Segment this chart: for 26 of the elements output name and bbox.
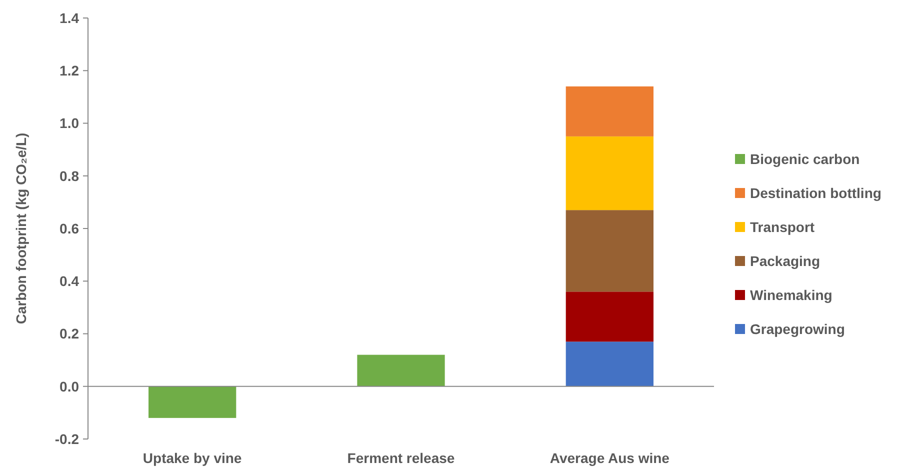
legend-label: Packaging bbox=[750, 252, 820, 269]
legend-label: Grapegrowing bbox=[750, 320, 845, 337]
bar bbox=[566, 342, 654, 386]
y-tick-label: 0.8 bbox=[60, 168, 80, 184]
y-tick-label: 0.4 bbox=[60, 273, 80, 290]
bar bbox=[148, 386, 236, 418]
bar bbox=[566, 86, 654, 136]
legend-label: Destination bottling bbox=[750, 184, 882, 201]
bar bbox=[566, 210, 654, 292]
bar bbox=[357, 354, 445, 386]
legend-label: Winemaking bbox=[750, 286, 832, 303]
x-tick-label: Ferment release bbox=[347, 450, 455, 466]
y-tick-label: 1.2 bbox=[60, 62, 80, 79]
y-tick-label: 0.6 bbox=[60, 220, 80, 236]
y-tick-label: 1.4 bbox=[60, 10, 80, 26]
bar bbox=[566, 136, 654, 210]
bar bbox=[566, 292, 654, 342]
y-tick-label: 1.0 bbox=[60, 115, 80, 132]
y-axis-title: Carbon footprint (kg CO₂e/L) bbox=[13, 132, 29, 324]
legend-label: Transport bbox=[750, 218, 815, 235]
y-tick-label: 0.0 bbox=[60, 378, 80, 394]
x-tick-label: Average Aus wine bbox=[550, 450, 670, 466]
x-tick-label: Uptake by vine bbox=[142, 450, 242, 466]
y-tick-label: -0.2 bbox=[54, 430, 80, 447]
y-tick-label: 0.2 bbox=[60, 326, 80, 342]
legend-label: Biogenic carbon bbox=[750, 150, 860, 167]
